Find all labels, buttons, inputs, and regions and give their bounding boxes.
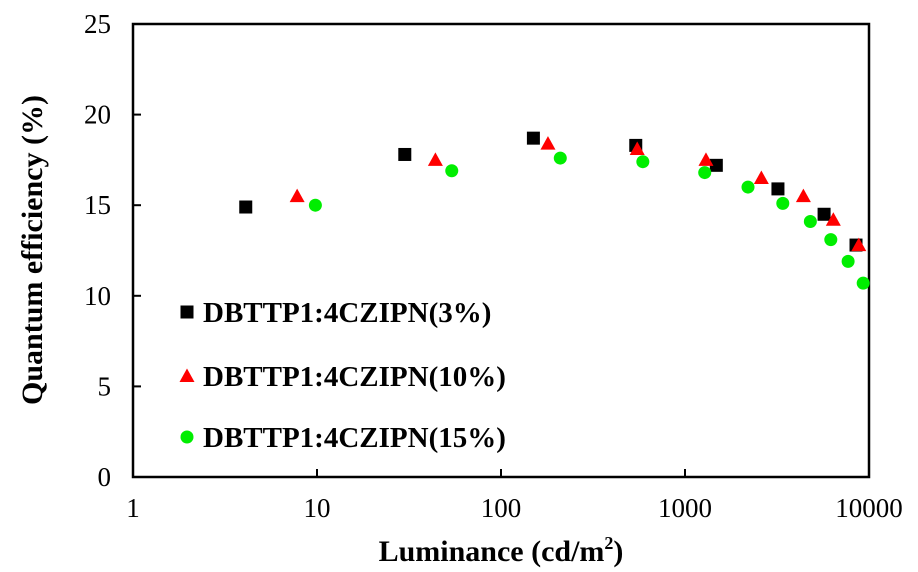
legend-label: DBTTP1:4CZIPN(10%) xyxy=(203,361,506,393)
x-axis: 1 10 100 1000 10000 xyxy=(126,469,903,523)
data-point xyxy=(239,200,253,214)
legend-label: DBTTP1:4CZIPN(3%) xyxy=(203,297,491,329)
y-axis: 0 5 10 15 20 25 xyxy=(84,9,141,492)
data-point xyxy=(398,147,412,161)
data-point xyxy=(526,131,540,145)
y-tick-label: 5 xyxy=(98,371,112,401)
data-point xyxy=(741,180,755,194)
data-point xyxy=(776,196,790,210)
data-point xyxy=(856,276,870,290)
data-point xyxy=(698,166,712,180)
legend-marker xyxy=(180,430,194,444)
legend-marker xyxy=(179,368,195,382)
series-2 xyxy=(289,136,867,252)
data-point xyxy=(636,155,650,169)
data-point xyxy=(629,141,645,156)
data-markers xyxy=(239,131,870,290)
data-point xyxy=(771,182,785,196)
x-tick-label: 10 xyxy=(304,493,331,523)
x-axis-title: Luminance (cd/m2) xyxy=(379,533,624,568)
data-point xyxy=(289,188,305,203)
data-point xyxy=(851,237,867,252)
data-point xyxy=(817,207,831,221)
y-tick-label: 10 xyxy=(84,281,111,311)
x-tick-label: 1 xyxy=(126,493,140,523)
data-point xyxy=(709,158,723,172)
data-point xyxy=(308,198,322,212)
y-axis-title: Quantum efficiency (%) xyxy=(16,95,49,405)
series-3 xyxy=(308,151,870,290)
x-tick-label: 100 xyxy=(481,493,522,523)
data-point xyxy=(841,254,855,268)
y-tick-label: 15 xyxy=(84,190,111,220)
data-point xyxy=(824,233,838,247)
plot-area xyxy=(131,22,871,479)
legend-label: DBTTP1:4CZIPN(15%) xyxy=(203,422,506,454)
y-tick-label: 0 xyxy=(98,462,112,492)
data-point xyxy=(553,151,567,165)
data-point xyxy=(795,188,811,203)
series-1 xyxy=(239,131,863,252)
data-point xyxy=(753,170,769,185)
x-tick-label: 1000 xyxy=(658,493,712,523)
y-tick-label: 25 xyxy=(84,9,111,39)
data-point xyxy=(427,152,443,166)
data-point xyxy=(540,136,556,150)
data-point xyxy=(803,215,817,229)
data-point xyxy=(445,164,459,178)
x-tick-label: 10000 xyxy=(835,493,903,523)
data-point xyxy=(825,212,841,226)
data-point xyxy=(698,152,714,166)
legend: DBTTP1:4CZIPN(3%) DBTTP1:4CZIPN(10%) DBTTP… xyxy=(179,297,506,454)
legend-marker xyxy=(180,305,194,319)
y-tick-label: 20 xyxy=(84,100,111,130)
